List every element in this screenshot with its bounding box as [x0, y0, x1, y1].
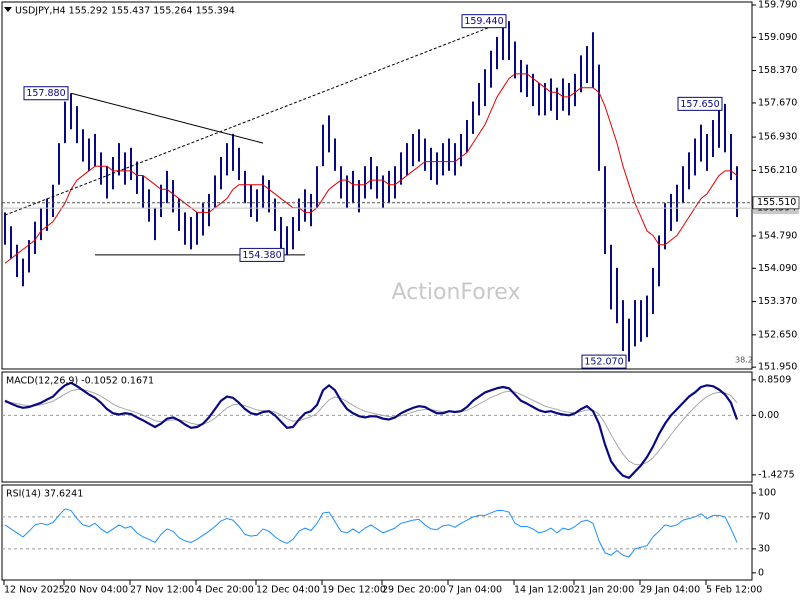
y-tick-label: 30	[758, 543, 770, 554]
trend-line	[4, 21, 504, 216]
y-tick-label: 151.950	[758, 362, 797, 373]
y-tick-label: 70	[758, 511, 770, 522]
y-tick-label: 154.790	[758, 230, 797, 241]
price-annotation: 152.070	[584, 357, 623, 368]
y-tick-label: 153.370	[758, 296, 797, 307]
y-tick-label: 159.090	[758, 32, 797, 43]
y-tick-label: 159.790	[758, 0, 797, 11]
x-tick-label: 19 Dec 12:00	[322, 585, 386, 596]
trend-line	[70, 92, 264, 144]
symbol-menu-icon	[4, 7, 12, 12]
y-tick-label: 152.650	[758, 329, 797, 340]
fib-label: 38.2	[735, 356, 753, 365]
price-annotation: 157.880	[26, 88, 65, 99]
y-tick-label: 154.090	[758, 263, 797, 274]
y-tick-label: 100	[758, 487, 776, 498]
moving-average	[4, 73, 738, 264]
panel-title: RSI(14) 37.6241	[6, 489, 83, 500]
price-annotation: 159.440	[464, 16, 503, 27]
price-annotation-box	[677, 96, 723, 111]
x-tick-label: 7 Jan 04:00	[448, 585, 502, 596]
watermark: ActionForex	[392, 280, 521, 305]
x-tick-label: 5 Feb 12:00	[706, 585, 762, 596]
panel-frame	[1, 484, 753, 581]
price-annotation-box	[23, 86, 69, 101]
x-tick-label: 20 Nov 04:00	[64, 585, 128, 596]
price-line-label-box	[752, 196, 800, 210]
x-tick-label: 21 Jan 20:00	[574, 585, 634, 596]
y-tick-label: -1.4275	[758, 469, 795, 480]
price-annotation: 157.650	[680, 99, 719, 110]
x-tick-label: 12 Dec 04:00	[256, 585, 320, 596]
indicator-line	[4, 381, 739, 479]
price-annotation-box	[461, 14, 507, 29]
x-tick-label: 14 Jan 12:00	[514, 585, 574, 596]
y-tick-label: 0.8509	[758, 374, 791, 385]
x-tick-label: 29 Dec 20:00	[382, 585, 446, 596]
y-tick-label: 157.670	[758, 97, 797, 108]
y-tick-label: 156.930	[758, 132, 797, 143]
panel-title: USDJPY,H4 155.292 155.437 155.264 155.39…	[15, 6, 235, 17]
panel-title: MACD(12,26,9) -0.1052 0.1671	[6, 376, 154, 387]
price-line-label: 155.510	[757, 197, 796, 208]
indicator-line	[4, 508, 738, 558]
price-annotation-box	[239, 247, 285, 262]
x-tick-label: 29 Jan 04:00	[640, 585, 700, 596]
price-annotation: 154.380	[242, 250, 281, 261]
y-tick-label: 156.210	[758, 165, 797, 176]
indicator-line	[4, 389, 738, 466]
x-tick-label: 12 Nov 2025	[4, 585, 65, 596]
y-tick-label: 0.00	[758, 410, 779, 421]
panel-frame	[1, 1, 753, 370]
x-tick-label: 4 Dec 20:00	[196, 585, 254, 596]
y-tick-label: 0	[758, 567, 764, 578]
x-tick-label: 27 Nov 12:00	[130, 585, 194, 596]
price-annotation-box	[581, 354, 627, 369]
y-tick-label: 158.370	[758, 65, 797, 76]
panel-frame	[1, 371, 753, 483]
